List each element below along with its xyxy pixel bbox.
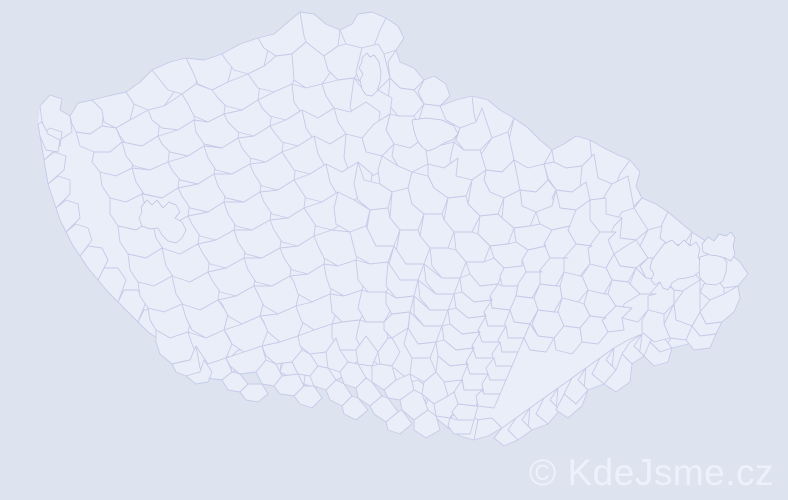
highlight-region-north-steel[interactable] [411, 117, 459, 152]
highlighted-regions[interactable] [138, 52, 736, 291]
watermark-kdejsme: © KdeJsme.cz [528, 452, 774, 493]
highlight-region-east-blue[interactable] [698, 253, 728, 286]
highlight-region-east-steel[interactable] [701, 231, 736, 262]
highlight-region-east-navy[interactable] [649, 239, 703, 291]
municipality-boundaries [37, 11, 749, 447]
highlight-region-west-navy[interactable] [138, 199, 187, 244]
highlight-region-north-bright[interactable] [358, 52, 382, 97]
